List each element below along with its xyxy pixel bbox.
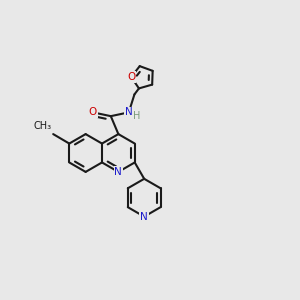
Text: O: O	[89, 107, 97, 117]
Text: N: N	[125, 107, 133, 117]
Text: N: N	[115, 167, 122, 177]
Text: O: O	[127, 72, 135, 82]
Text: CH₃: CH₃	[34, 121, 52, 131]
Text: N: N	[140, 212, 148, 222]
Text: H: H	[134, 111, 141, 121]
